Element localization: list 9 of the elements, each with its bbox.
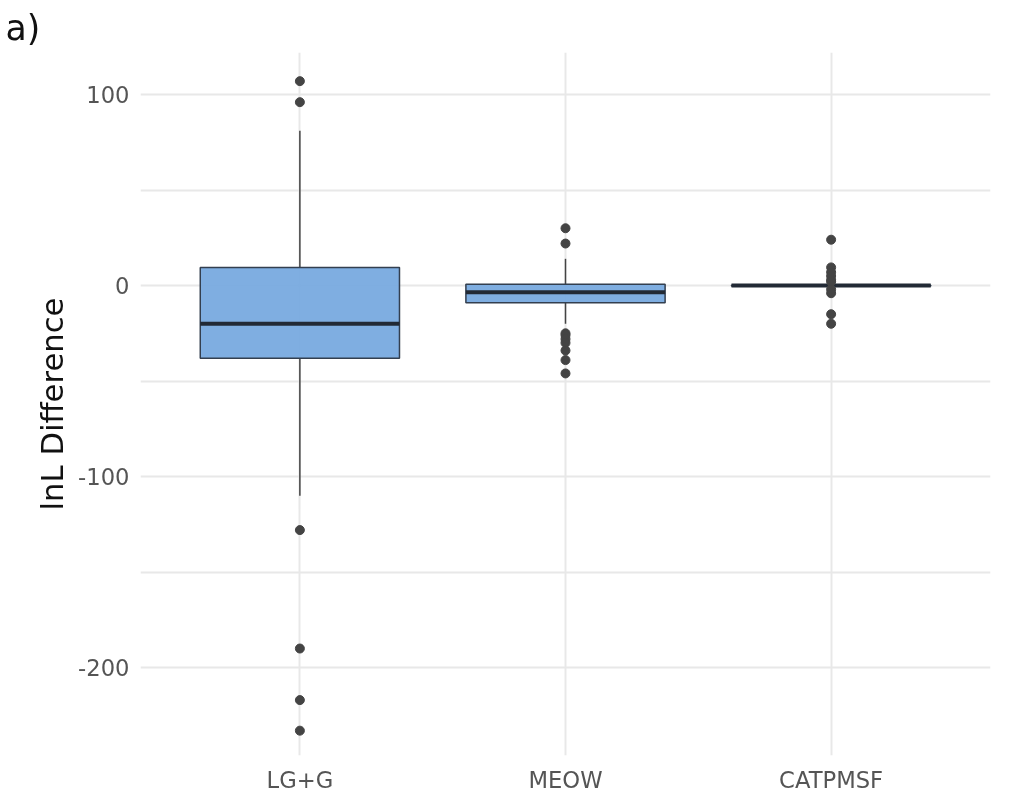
y-tick-label: -100 [78,464,130,491]
text: a) [5,7,41,48]
y-tick-label: 100 [86,82,130,109]
x-tick-label: CATPMSF [779,766,884,793]
x-tick-label: MEOW [528,766,603,793]
y-axis-title: lnL Difference [35,297,71,511]
y-tick-label: -200 [78,655,130,682]
y-tick-label: 0 [115,273,130,300]
x-tick-label: LG+G [266,766,334,793]
